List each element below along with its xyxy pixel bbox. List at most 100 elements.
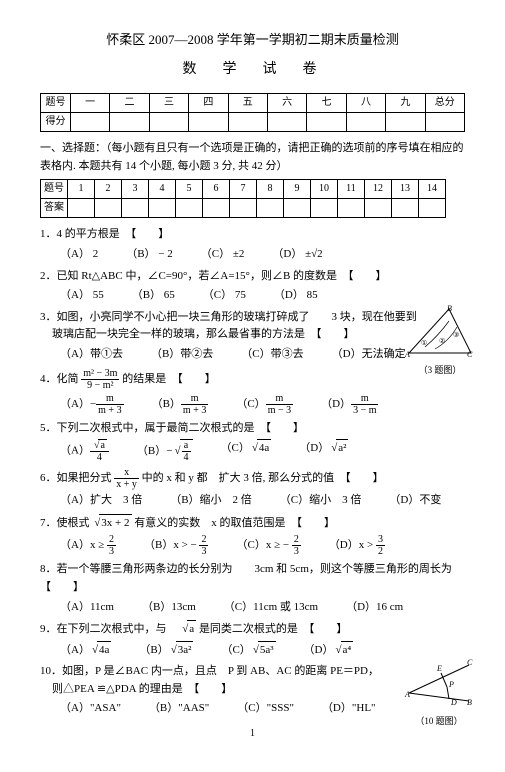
q2-b: （B） 65 (132, 287, 175, 305)
q2-stem: 2．已知 Rt△ABC 中，∠C=90°，若∠A=15°，则∠B 的度数是 【 … (40, 270, 387, 282)
q1-c: （C） ±2 (201, 246, 245, 264)
q2-a: （A） 55 (60, 287, 104, 305)
svg-text:B: B (447, 305, 452, 313)
cell: 七 (307, 94, 346, 113)
cell: 13 (392, 180, 419, 199)
svg-text:②: ② (439, 337, 445, 345)
answer-table: 题号 1 2 3 4 5 6 7 8 9 10 11 12 13 14 答案 (40, 179, 446, 218)
q7-pre: 7．使根式 (40, 517, 90, 529)
cell: 7 (230, 180, 257, 199)
cell: 三 (149, 94, 188, 113)
svg-text:C: C (467, 658, 473, 667)
q6-post: 中的 x 和 y 都 扩大 3 倍, 那么分式的值 【 】 (142, 472, 384, 484)
question-2: 2．已知 Rt△ABC 中，∠C=90°，若∠A=15°，则∠B 的度数是 【 … (40, 268, 465, 305)
q7-c: （C）x ≥ − 23 (236, 534, 300, 557)
q8-d: （D）16 cm (346, 599, 403, 617)
q1-b: （B） − 2 (126, 246, 173, 264)
question-6: 6．如果把分式 xx + y 中的 x 和 y 都 扩大 3 倍, 那么分式的值… (40, 467, 465, 510)
page-number: 1 (40, 726, 465, 742)
cell: 8 (257, 180, 284, 199)
q1-d: （D） ±√2 (272, 246, 322, 264)
q10-d: （D）"HL" (322, 700, 376, 718)
cell: 3 (122, 180, 149, 199)
question-4: 4．化简 m² − 3m9 − m² 的结果是 【 】 （A）−mm + 3 （… (40, 368, 465, 416)
q5-stem: 5．下列二次根式中，属于最简二次根式的是 【 】 (40, 422, 304, 434)
cell: 二 (110, 94, 149, 113)
cell: 4 (149, 180, 176, 199)
q9-a: （A）4a (60, 641, 111, 660)
q5-a: （A）a4 (60, 439, 109, 463)
q8-stem: 8．若一个等腰三角形两条边的长分别为 3cm 和 5cm，则这个等腰三角形的周长… (40, 563, 452, 593)
cell: 14 (419, 180, 446, 199)
q9-sqrt: a (180, 620, 196, 639)
cell: 9 (284, 180, 311, 199)
q3-line1: 3．如图，小亮同学不小心把一块三角形的玻璃打碎成了 3 块，现在他要到 (40, 309, 465, 327)
cell: 一 (70, 94, 109, 113)
cell: 八 (346, 94, 385, 113)
cell: 六 (267, 94, 306, 113)
q1-stem: 1．4 的平方根是 【 】 (40, 228, 169, 240)
q1-a: （A） 2 (60, 246, 98, 264)
q8-b: （B）13cm (142, 599, 196, 617)
q6-frac: xx + y (114, 467, 139, 490)
q4-c: （C）mm − 3 (236, 393, 293, 416)
q4-b: （B）mm + 3 (152, 393, 209, 416)
q8-a: （A）11cm (60, 599, 114, 617)
q9-b: （B）3a² (139, 641, 193, 660)
exam-title-2: 数 学 试 卷 (40, 59, 465, 81)
svg-text:A: A (405, 350, 410, 357)
q6-c: （C）缩小 3 倍 (280, 492, 362, 510)
cell: 得分 (41, 113, 71, 132)
cell: 四 (189, 94, 228, 113)
q3-c: （C）带③去 (241, 346, 303, 364)
q2-d: （D） 85 (274, 287, 318, 305)
cell: 5 (176, 180, 203, 199)
cell: 11 (338, 180, 365, 199)
q7-d: （D）x > 32 (329, 534, 385, 557)
q6-d: （D）不变 (389, 492, 441, 510)
cell: 题号 (41, 94, 71, 113)
q7-post: 有意义的实数 x 的取值范围是 【 】 (134, 517, 335, 529)
q10-a: （A）"ASA" (60, 700, 121, 718)
question-5: 5．下列二次根式中，属于最简二次根式的是 【 】 （A）a4 （B）−a4 （C… (40, 420, 465, 464)
q4-post: 的结果是 【 】 (122, 373, 216, 385)
q6-b: （B）缩小 2 倍 (170, 492, 252, 510)
q4-frac: m² − 3m9 − m² (81, 368, 119, 391)
q10-c: （C）"SSS" (237, 700, 294, 718)
question-1: 1．4 的平方根是 【 】 （A） 2 （B） − 2 （C） ±2 （D） ±… (40, 226, 465, 263)
q4-a: （A）−mm + 3 (60, 393, 124, 416)
q5-d: （D）a² (299, 439, 348, 463)
q10-b: （B）"AAS" (149, 700, 209, 718)
q4-pre: 4．化简 (40, 373, 79, 385)
question-9: 9．在下列二次根式中，与 a 是同类二次根式的是 【 】 （A）4a （B）3a… (40, 620, 465, 659)
cell: 九 (386, 94, 425, 113)
q7-sqrt: 3x + 2 (92, 514, 131, 533)
cell: 五 (228, 94, 267, 113)
cell: 1 (68, 180, 95, 199)
section-1-heading: 一、选择题：（每小题有且只有一个选项是正确的，请把正确的选项前的序号填在相应的表… (40, 140, 465, 175)
q3-a: （A）带①去 (60, 346, 123, 364)
q8-c: （C）11cm 或 13cm (224, 599, 318, 617)
cell: 总分 (425, 94, 464, 113)
svg-text:①: ① (421, 339, 427, 347)
question-10: 10．如图，P 是∠BAC 内一点，且点 P 到 AB、AC 的距离 PE＝PD… (40, 663, 465, 718)
question-3: 3．如图，小亮同学不小心把一块三角形的玻璃打碎成了 3 块，现在他要到 玻璃店配… (40, 309, 465, 364)
q9-pre: 9．在下列二次根式中，与 (40, 623, 178, 635)
q7-a: （A）x ≥ 23 (60, 534, 116, 557)
exam-title-1: 怀柔区 2007—2008 学年第一学期初二期末质量检测 (40, 30, 465, 51)
q6-pre: 6．如果把分式 (40, 472, 112, 484)
q9-d: （D）a⁴ (304, 641, 354, 660)
score-table: 题号 一 二 三 四 五 六 七 八 九 总分 得分 (40, 93, 465, 132)
svg-text:D: D (450, 698, 457, 707)
q10-fig-label: （10 题图） (403, 714, 475, 728)
cell: 12 (365, 180, 392, 199)
q4-d: （D）m3 − m (321, 393, 378, 416)
cell: 题号 (41, 180, 68, 199)
cell: 2 (95, 180, 122, 199)
q3-line2: 玻璃店配一块完全一样的玻璃，那么最省事的方法是 【 】 (52, 326, 465, 344)
q7-b: （B）x > − 23 (144, 534, 209, 557)
cell: 答案 (41, 199, 68, 218)
q2-c: （C） 75 (203, 287, 246, 305)
q10-figure: A B C E P D （10 题图） (403, 657, 475, 728)
question-7: 7．使根式 3x + 2 有意义的实数 x 的取值范围是 【 】 （A）x ≥ … (40, 514, 465, 558)
